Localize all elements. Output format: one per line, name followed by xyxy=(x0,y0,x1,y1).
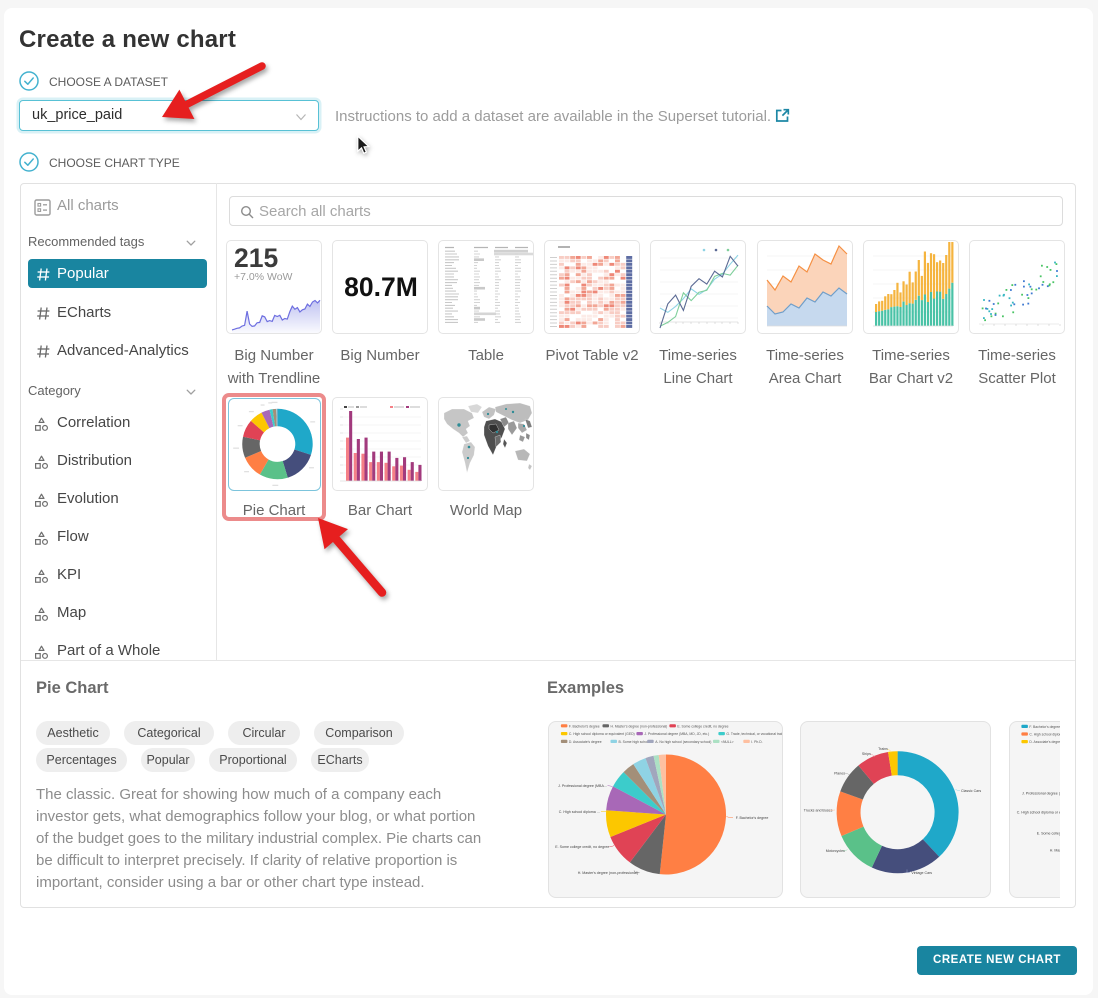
svg-text:E. Some college c: E. Some college c xyxy=(1037,831,1060,835)
svg-text:+7.0% WoW: +7.0% WoW xyxy=(234,271,293,283)
svg-text:Classic Cars: Classic Cars xyxy=(961,789,981,793)
svg-text:C. High school diploma ...: C. High school diploma ... xyxy=(559,810,600,814)
svg-text:A. No high school (secondary s: A. No high school (secondary school) xyxy=(655,739,711,743)
svg-text:C. High school diplom: C. High school diplom xyxy=(1029,732,1060,736)
svg-text:F. Bachelor's degree: F. Bachelor's degree xyxy=(736,816,769,820)
svg-text:H. Master's degree (non-profes: H. Master's degree (non-professional) xyxy=(611,724,668,728)
svg-text:80.7M: 80.7M xyxy=(344,272,418,302)
svg-text:Motorcycles: Motorcycles xyxy=(826,849,845,853)
svg-text:C. High school diploma or equi: C. High school diploma or equivalent (GE… xyxy=(569,732,635,736)
svg-text:F. Bachelor's degree: F. Bachelor's degree xyxy=(569,724,600,728)
svg-text:H. Master's degree (non-profes: H. Master's degree (non-professional) xyxy=(578,871,638,875)
svg-text:<NULL>: <NULL> xyxy=(721,739,734,743)
svg-text:G. Trade, technical, or vocati: G. Trade, technical, or vocational train… xyxy=(726,732,783,736)
svg-text:Ships: Ships xyxy=(862,752,871,756)
svg-text:Trucks and Buses: Trucks and Buses xyxy=(804,808,833,812)
svg-text:Trains: Trains xyxy=(878,747,888,751)
svg-text:Planes: Planes xyxy=(834,771,845,775)
svg-text:D. Associate's degree: D. Associate's degree xyxy=(1029,740,1060,744)
svg-text:H. Maste: H. Maste xyxy=(1050,848,1060,852)
svg-text:E. Some college credit, no deg: E. Some college credit, no degree xyxy=(555,845,609,849)
svg-text:I. Ph.D.: I. Ph.D. xyxy=(751,739,762,743)
svg-text:D. Associate's degree: D. Associate's degree xyxy=(569,739,602,743)
svg-text:C. High school diploma or equ: C. High school diploma or equ xyxy=(1017,810,1060,814)
svg-text:J. Professional degree (MBA, M: J. Professional degree (MBA, MD, JD, etc… xyxy=(644,732,709,736)
svg-text:215: 215 xyxy=(234,243,278,273)
svg-text:F. Bachelor's degree: F. Bachelor's degree xyxy=(1029,724,1060,728)
svg-text:E. Some college credit, no deg: E. Some college credit, no degree xyxy=(677,724,728,728)
svg-text:J. Professional degree (MBA...: J. Professional degree (MBA... xyxy=(558,783,607,787)
svg-text:Vintage Cars: Vintage Cars xyxy=(911,871,932,875)
svg-text:B. Some high school: B. Some high school xyxy=(619,739,650,743)
svg-text:J. Professional degree (MB: J. Professional degree (MB xyxy=(1022,791,1060,795)
